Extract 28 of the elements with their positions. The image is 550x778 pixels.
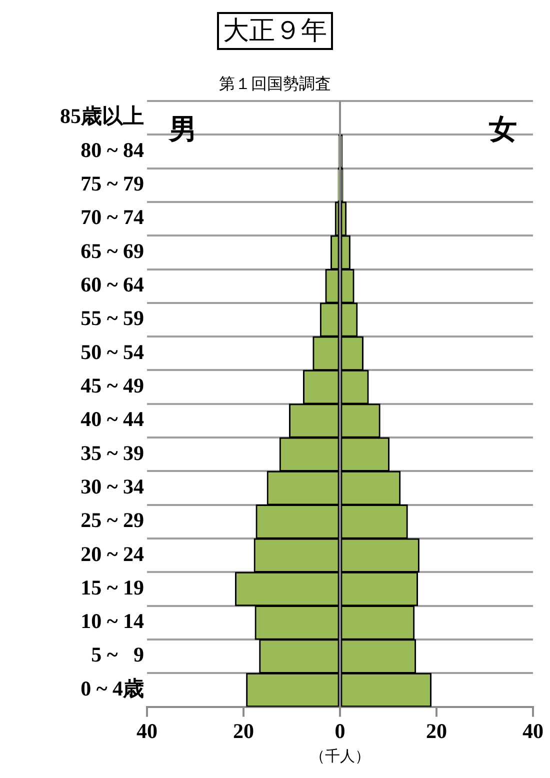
chart-title: 大正９年 (217, 12, 333, 50)
y-tick-label: 10 ~ 14 (80, 609, 144, 634)
y-tick-label: 85歳以上 (60, 104, 144, 128)
y-tick-label: 60 ~ 64 (80, 272, 144, 297)
chart-subtitle: 第１回国勢調査 (218, 74, 332, 95)
y-tick-label: 40 ~ 44 (80, 407, 144, 432)
x-tick-label: 40 (522, 718, 544, 743)
y-tick-label: 45 ~ 49 (80, 373, 144, 398)
y-tick-label: 0 ~ 4歳 (80, 676, 144, 700)
x-axis-title: （千人） (310, 746, 370, 765)
x-tick-label: 20 (426, 718, 447, 743)
y-tick-label: 55 ~ 59 (80, 306, 144, 330)
y-tick-label: 20 ~ 24 (80, 542, 144, 566)
y-tick-label: 65 ~ 69 (80, 238, 144, 263)
y-tick-label: 75 ~ 79 (80, 172, 144, 196)
y-tick-label: 80 ~ 84 (80, 138, 144, 162)
annotation: 男 (168, 112, 197, 146)
x-tick-label: 0 (334, 718, 346, 743)
x-tick-label: 40 (136, 718, 158, 743)
annotation: 女 (488, 112, 517, 146)
y-tick-label: 25 ~ 29 (80, 508, 144, 532)
y-tick-label: 30 ~ 34 (80, 474, 144, 498)
y-tick-label: 35 ~ 39 (80, 440, 144, 465)
y-tick-label: 50 ~ 54 (80, 340, 144, 364)
x-tick-label: 20 (233, 718, 254, 743)
y-tick-label: 15 ~ 19 (80, 575, 144, 600)
y-tick-label: 70 ~ 74 (80, 205, 144, 230)
y-tick-label: 5 ~ 9 (91, 642, 144, 667)
